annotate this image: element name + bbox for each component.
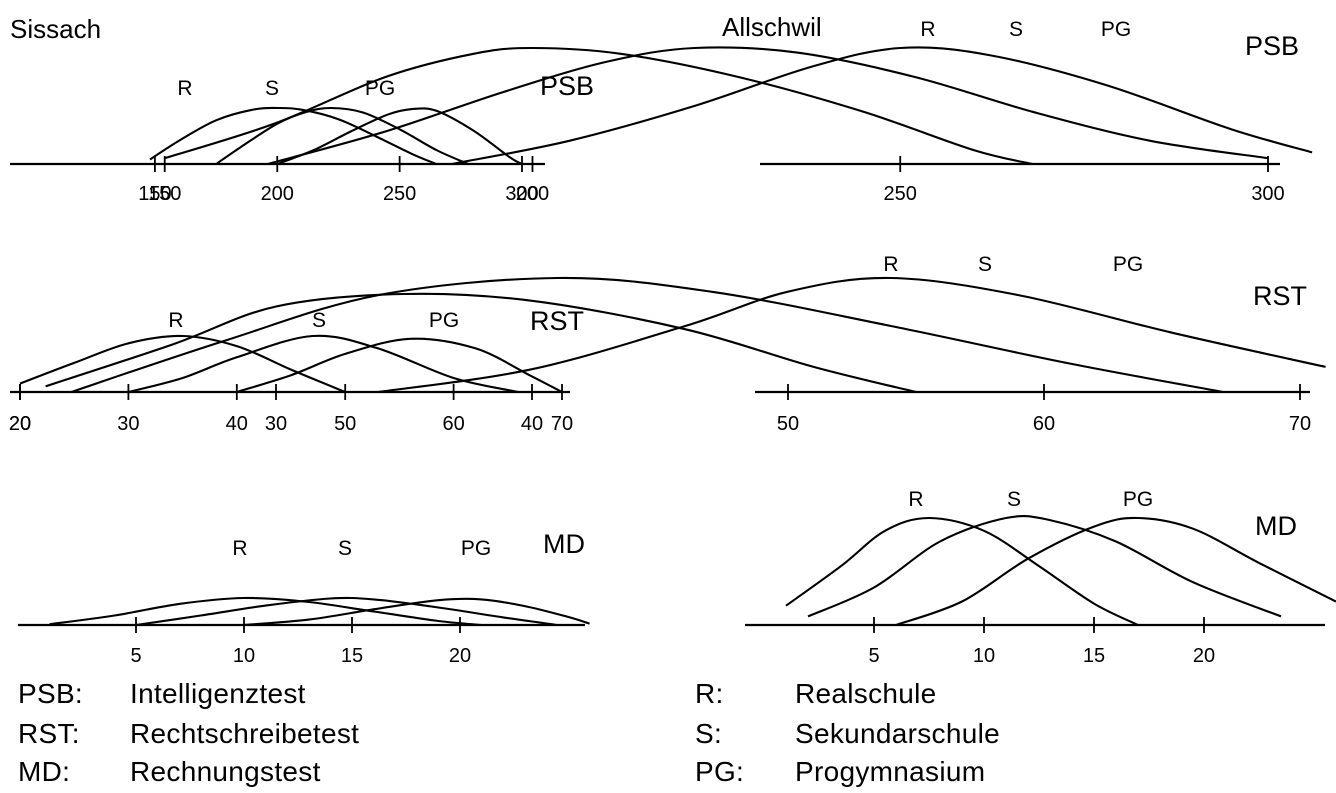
x-tick-label: 40 <box>226 413 248 435</box>
series-curve-s <box>215 106 469 165</box>
legend-desc: Sekundarschule <box>795 718 1000 749</box>
region-title: Allschwil <box>722 12 822 42</box>
curve-label-pg: PG <box>1113 253 1143 276</box>
series-curve-s <box>70 276 1224 394</box>
legend-code: RST: <box>18 718 80 749</box>
legend-code: PG: <box>695 756 745 787</box>
curve-label-pg: PG <box>365 77 395 100</box>
legend-code: MD: <box>18 756 71 787</box>
x-tick-label: 5 <box>868 645 879 667</box>
legend-desc: Intelligenztest <box>130 678 306 709</box>
x-tick-label: 5 <box>130 645 141 667</box>
series-curve-pg <box>276 107 523 165</box>
series-curve-pg <box>236 337 563 394</box>
x-tick-label: 250 <box>884 183 917 205</box>
series-curve-pg <box>378 276 1326 394</box>
curve-label-pg: PG <box>1123 488 1153 511</box>
legend-code: S: <box>695 718 723 749</box>
series-curve-pg <box>243 597 590 627</box>
curve-label-pg: PG <box>429 309 459 332</box>
series-curve-r <box>19 334 346 393</box>
curve-label-pg: PG <box>461 537 491 560</box>
x-tick-label: 200 <box>261 183 294 205</box>
legend-desc: Realschule <box>795 678 937 709</box>
series-curve-r <box>785 516 1139 626</box>
legend-code: PSB: <box>18 678 84 709</box>
curve-label-r: R <box>177 77 192 100</box>
school-legend: R: Realschule S: Sekundarschule PG: Prog… <box>695 678 1255 793</box>
curve-label-s: S <box>312 309 326 332</box>
series-curve-r <box>49 596 482 627</box>
x-tick-label: 20 <box>9 413 31 435</box>
x-tick-label: 30 <box>265 413 287 435</box>
series-curve-s <box>128 334 519 394</box>
x-tick-label: 40 <box>521 413 543 435</box>
x-tick-label: 50 <box>334 413 356 435</box>
test-label: MD <box>1255 511 1297 541</box>
curve-label-r: R <box>168 309 183 332</box>
series-curve-r <box>45 292 917 394</box>
legend-code: R: <box>695 678 724 709</box>
legend-desc: Progymnasium <box>795 756 986 787</box>
test-label: RST <box>530 306 584 336</box>
x-tick-label: 70 <box>1289 413 1311 435</box>
x-tick-label: 10 <box>973 645 995 667</box>
legend-desc: Rechtschreibetest <box>130 718 360 749</box>
series-curve-pg <box>451 46 1313 166</box>
legend-desc: Rechnungstest <box>130 756 321 787</box>
x-tick-label: 20 <box>1193 645 1215 667</box>
x-tick-label: 300 <box>1251 183 1284 205</box>
curve-label-s: S <box>1007 488 1021 511</box>
x-tick-label: 60 <box>442 413 464 435</box>
x-tick-label: 300 <box>505 183 538 205</box>
curve-label-s: S <box>265 77 279 100</box>
x-tick-label: 20 <box>9 413 31 435</box>
x-tick-label: 15 <box>1083 645 1105 667</box>
series-curve-r <box>149 106 437 165</box>
x-tick-label: 50 <box>777 413 799 435</box>
x-tick-label: 20 <box>449 645 471 667</box>
curve-label-r: R <box>920 18 935 41</box>
curve-label-r: R <box>232 537 247 560</box>
x-tick-label: 150 <box>148 183 181 205</box>
x-tick-label: 30 <box>117 413 139 435</box>
x-tick-label: 200 <box>516 183 549 205</box>
series-curve-s <box>135 596 558 627</box>
x-tick-label: 70 <box>551 413 573 435</box>
curve-label-r: R <box>908 488 923 511</box>
curve-label-r: R <box>883 253 898 276</box>
series-curve-s <box>267 46 1269 166</box>
series-curve-r <box>164 46 1033 166</box>
curve-label-s: S <box>1009 18 1023 41</box>
curve-label-pg: PG <box>1101 18 1131 41</box>
x-tick-label: 250 <box>383 183 416 205</box>
curve-label-s: S <box>978 253 992 276</box>
test-label: MD <box>543 529 585 559</box>
test-label: RST <box>1253 281 1307 311</box>
x-tick-label: 150 <box>138 183 171 205</box>
test-label: PSB <box>540 71 594 101</box>
x-tick-label: 15 <box>341 645 363 667</box>
x-tick-label: 60 <box>1033 413 1055 435</box>
region-title: Sissach <box>10 14 101 44</box>
test-label: PSB <box>1245 31 1299 61</box>
curve-label-s: S <box>338 537 352 560</box>
series-curve-s <box>807 515 1282 618</box>
series-curve-pg <box>895 516 1336 626</box>
x-tick-label: 10 <box>233 645 255 667</box>
test-legend: PSB: Intelligenztest RST: Rechtschreibet… <box>18 678 578 793</box>
